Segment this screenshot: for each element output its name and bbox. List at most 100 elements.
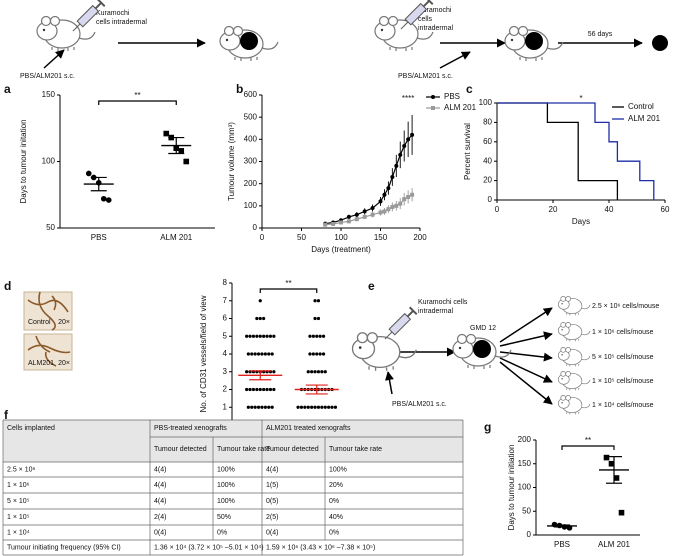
data-point <box>323 370 327 374</box>
mouse-eye <box>561 354 563 356</box>
data-point <box>320 405 324 409</box>
y-axis-label: Days to tumour initation <box>19 119 28 203</box>
significance-label: * <box>579 94 582 103</box>
mouse-feet <box>566 412 579 415</box>
legend-label: Control <box>628 102 654 111</box>
data-point <box>402 143 407 148</box>
data-point <box>321 352 326 356</box>
schematic-text: PBS/ALM201 s.c. <box>392 401 447 408</box>
mouse-ear <box>565 347 571 353</box>
table-cell: 20% <box>329 482 343 489</box>
table-cell: 4(4) <box>154 498 166 505</box>
data-point <box>258 316 262 321</box>
table-cell: 0% <box>217 529 227 536</box>
mouse-tail <box>581 403 591 409</box>
mouse-ear <box>378 15 390 27</box>
legend-label: ALM 201 <box>628 114 661 123</box>
x-axis-label: Days (treatment) <box>311 245 371 254</box>
mouse-ear <box>565 322 571 328</box>
arrow <box>439 51 471 69</box>
survival-curve <box>497 102 619 200</box>
mouse-tail <box>398 349 417 359</box>
data-point <box>370 206 375 211</box>
y-tick-label: 400 <box>244 134 258 143</box>
mouse-ear <box>565 371 571 377</box>
table-cell: 1 × 10⁵ <box>7 514 30 521</box>
data-point <box>270 352 274 356</box>
syringe <box>384 306 418 340</box>
table-cell: 0% <box>329 498 339 505</box>
schematic-text: intradermal <box>418 25 453 32</box>
mouse <box>557 395 591 415</box>
panel-label: b <box>236 82 243 96</box>
mouse <box>557 322 591 342</box>
dose-label: 1 × 10⁶ cells/mouse <box>592 329 654 336</box>
data-point <box>378 199 383 204</box>
image-label: 20× <box>58 319 70 326</box>
data-point <box>362 214 367 219</box>
image-label: 20× <box>58 360 70 367</box>
table-cell: 2(5) <box>266 514 278 521</box>
data-point <box>183 158 190 165</box>
table-cell: 1(5) <box>266 482 278 489</box>
syringe-plunger <box>406 310 414 318</box>
mouse-ear <box>232 25 244 37</box>
significance-label: ** <box>134 91 140 100</box>
x-tick-label: PBS <box>554 540 570 549</box>
schematic-text: 56 days <box>588 31 613 38</box>
table-cell: 100% <box>217 482 235 489</box>
syringe-needle <box>384 331 393 340</box>
dose-label: 1 × 10⁴ cells/mouse <box>592 402 654 409</box>
y-tick-label: 40 <box>483 156 492 165</box>
data-point <box>362 209 367 214</box>
data-point <box>246 405 250 409</box>
y-tick-label: 100 <box>42 157 56 166</box>
x-tick-label: 0 <box>495 205 500 214</box>
panel-label: g <box>484 420 491 434</box>
legend-label: ALM 201 <box>444 103 477 112</box>
y-tick-label: 2 <box>223 385 228 394</box>
data-point <box>306 370 310 374</box>
y-tick-label: 100 <box>479 98 493 107</box>
mouse <box>557 371 591 391</box>
table-cell: Tumour initiating frequency (95% CI) <box>7 544 121 551</box>
data-point <box>268 387 273 392</box>
table-cell: Tumour detected <box>154 446 207 453</box>
mouse-ear <box>560 296 567 302</box>
data-point <box>613 475 620 481</box>
mouse <box>36 15 96 51</box>
data-point <box>272 334 276 338</box>
data-point <box>303 405 307 409</box>
y-tick-label: 7 <box>223 296 228 305</box>
data-point <box>262 316 266 321</box>
x-tick-label: 150 <box>374 233 388 242</box>
data-point <box>299 405 304 409</box>
data-point <box>263 405 267 409</box>
data-point <box>431 95 435 99</box>
mouse-ear <box>40 15 52 27</box>
significance-label: ** <box>585 436 591 445</box>
y-tick-label: 200 <box>244 179 258 188</box>
tumour <box>652 35 668 51</box>
mouse-feet <box>566 388 579 391</box>
syringe-grip <box>96 0 106 8</box>
data-point <box>406 194 411 199</box>
data-point <box>250 405 254 409</box>
data-point <box>431 106 435 110</box>
mouse-ear <box>560 395 567 401</box>
y-tick-label: 20 <box>483 176 492 185</box>
y-tick-label: 6 <box>223 314 228 323</box>
arrow <box>385 371 394 395</box>
data-point <box>267 352 271 356</box>
data-point <box>308 334 312 338</box>
data-point <box>382 209 387 214</box>
y-tick-label: 100 <box>518 483 532 492</box>
mouse-eye <box>561 402 563 404</box>
data-point <box>248 387 252 392</box>
mouse-eye <box>380 28 384 32</box>
mouse-tail <box>546 41 564 50</box>
arrow <box>43 49 65 69</box>
x-tick-label: 100 <box>334 233 348 242</box>
data-point <box>100 195 107 202</box>
y-tick-label: 50 <box>46 223 55 232</box>
